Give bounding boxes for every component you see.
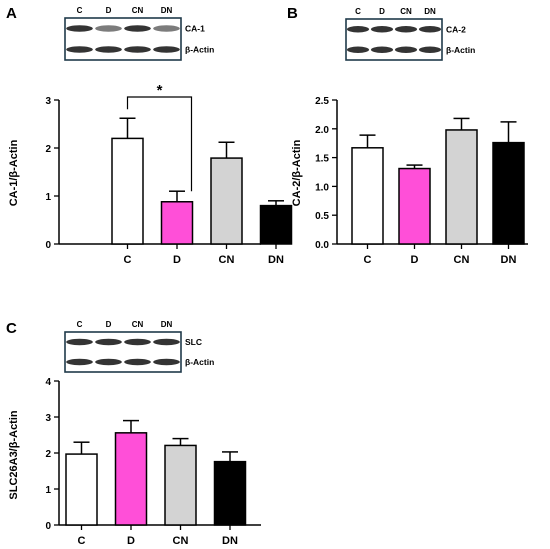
bar-cn xyxy=(210,157,243,245)
panel-label: C xyxy=(6,320,17,337)
blot-row-label: CA-2 xyxy=(446,24,466,34)
y-tick-label: 3 xyxy=(45,96,51,107)
x-tick-label: CN xyxy=(219,254,235,266)
blot-lane-label: DN xyxy=(161,320,173,329)
blot-band xyxy=(394,46,418,53)
significance-marker: * xyxy=(157,82,163,99)
blot-band xyxy=(95,46,122,53)
y-tick-label: 0.5 xyxy=(315,211,329,222)
blot-band xyxy=(95,25,122,32)
blot-band xyxy=(394,26,418,33)
panel-label: A xyxy=(6,5,17,22)
blot-band xyxy=(346,26,370,33)
blot-band xyxy=(95,358,122,366)
x-tick-label: CN xyxy=(454,254,470,266)
blot-row-label: β-Actin xyxy=(185,357,214,367)
bar-cn xyxy=(445,129,478,245)
blot-lane-label: D xyxy=(379,7,385,16)
bar-dn xyxy=(259,204,293,245)
panel-label: B xyxy=(287,5,298,22)
y-tick-label: 0.0 xyxy=(315,240,329,251)
blot-frame xyxy=(64,17,182,61)
x-tick-label: C xyxy=(364,254,372,266)
bar-c xyxy=(111,137,144,245)
blot-band xyxy=(124,358,151,366)
bar-cn xyxy=(164,444,197,526)
x-tick-label: D xyxy=(173,254,181,266)
y-tick-label: 1.5 xyxy=(315,154,329,165)
y-tick-label: 1.0 xyxy=(315,182,329,193)
blot-inset: C D CN DN CA-2 β-Actin xyxy=(345,7,475,61)
significance-bracket xyxy=(126,96,193,192)
y-tick-label: 4 xyxy=(45,377,51,388)
blot-row-label: β-Actin xyxy=(446,45,475,55)
blot-band xyxy=(66,338,93,346)
blot-lane-label: CN xyxy=(400,7,412,16)
blot-band xyxy=(153,358,180,366)
x-tick-label: DN xyxy=(501,254,517,266)
y-tick-label: 3 xyxy=(45,413,51,424)
bar-d xyxy=(160,201,194,245)
panel-a: A C D CN DN CA-1 β-Actin 0 1 2 3 CA-1/β-Actin C D CN DN… xyxy=(6,5,293,266)
bar-c xyxy=(351,147,384,245)
blot-lane-label: CN xyxy=(132,6,144,15)
y-tick-label: 2 xyxy=(45,449,51,460)
blot-inset: C D CN DN CA-1 β-Actin xyxy=(64,6,214,61)
y-tick-label: 1 xyxy=(45,485,51,496)
blot-lane-label: CN xyxy=(132,320,144,329)
blot-band xyxy=(346,46,370,53)
x-tick-label: D xyxy=(411,254,419,266)
blot-frame xyxy=(345,18,443,61)
blot-row-label: β-Actin xyxy=(185,45,214,55)
blot-lane-label: C xyxy=(77,320,83,329)
blot-band xyxy=(66,358,93,366)
x-tick-label: CN xyxy=(173,535,189,547)
blot-band xyxy=(418,46,442,53)
x-tick-label: D xyxy=(127,535,135,547)
bar-dn xyxy=(213,460,247,526)
x-tick-label: C xyxy=(124,254,132,266)
blot-band xyxy=(418,26,442,33)
blot-band xyxy=(124,25,151,32)
blot-band xyxy=(66,25,93,32)
blot-lane-label: DN xyxy=(161,6,173,15)
blot-band xyxy=(153,46,180,53)
blot-row-label: SLC xyxy=(185,337,202,347)
blot-band xyxy=(66,46,93,53)
bar-dn xyxy=(492,141,525,245)
x-tick-label: C xyxy=(78,535,86,547)
bar-d xyxy=(398,167,431,245)
y-axis-label: CA-1/β-Actin xyxy=(8,139,20,206)
y-tick-label: 1 xyxy=(45,192,51,203)
blot-band xyxy=(153,338,180,346)
x-tick-label: DN xyxy=(268,254,284,266)
y-axis-label: SLC26A3/β-Actin xyxy=(8,410,20,500)
blot-row-label: CA-1 xyxy=(185,24,205,34)
y-tick-label: 2.0 xyxy=(315,125,329,136)
y-tick-label: 0 xyxy=(45,521,51,532)
blot-lane-label: C xyxy=(77,6,83,15)
blot-frame xyxy=(64,331,182,373)
x-tick-label: DN xyxy=(222,535,238,547)
panel-b: B C D CN DN CA-2 β-Actin 0.0 0.5 1.0 1.5 2.0 2.5 CA-2… xyxy=(287,5,528,266)
blot-lane-label: DN xyxy=(424,7,436,16)
y-tick-label: 2.5 xyxy=(315,96,329,107)
blot-inset: C D CN DN SLC β-Actin xyxy=(64,320,214,373)
bar-c xyxy=(65,453,98,526)
blot-lane-label: C xyxy=(355,7,361,16)
y-axis-label: CA-2/β-Actin xyxy=(291,139,303,206)
blot-band xyxy=(95,338,122,346)
blot-band xyxy=(124,46,151,53)
blot-lane-label: D xyxy=(106,320,112,329)
blot-band xyxy=(370,46,394,53)
bar-d xyxy=(114,432,148,526)
blot-lane-label: D xyxy=(106,6,112,15)
blot-band xyxy=(370,26,394,33)
blot-band xyxy=(124,338,151,346)
y-tick-label: 2 xyxy=(45,144,51,155)
y-tick-label: 0 xyxy=(45,240,51,251)
blot-band xyxy=(153,25,180,32)
